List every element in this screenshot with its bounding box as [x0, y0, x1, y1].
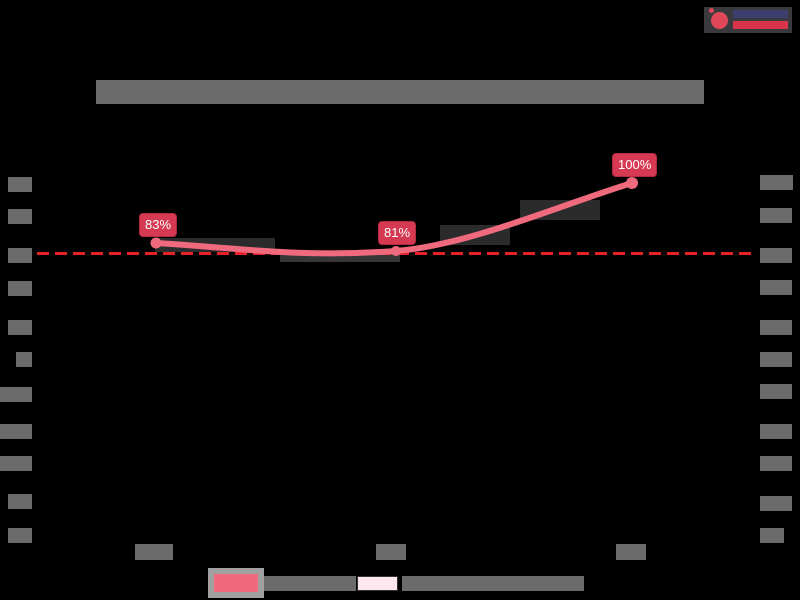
y-tick-right — [760, 208, 792, 223]
chart-title — [96, 80, 704, 104]
logo-wordmark-top — [733, 10, 788, 18]
data-point — [391, 246, 401, 256]
logo-globe-icon — [711, 12, 728, 29]
x-tick — [376, 544, 406, 560]
legend-label-series — [264, 576, 356, 591]
y-tick-right — [760, 528, 784, 543]
y-tick-right — [760, 248, 792, 263]
x-tick — [135, 544, 173, 560]
y-tick-left — [0, 424, 32, 439]
y-tick-left — [0, 456, 32, 471]
y-tick-right — [760, 320, 792, 335]
data-point — [626, 177, 638, 189]
y-tick-left — [8, 494, 32, 509]
y-tick-right — [760, 424, 792, 439]
y-tick-right — [760, 175, 793, 190]
y-tick-right — [760, 352, 792, 367]
y-tick-right — [760, 456, 792, 471]
y-tick-right — [760, 496, 792, 511]
y-tick-left — [8, 320, 32, 335]
y-tick-right — [760, 280, 792, 295]
y-tick-left — [16, 352, 32, 367]
logo-dot-icon — [709, 8, 714, 13]
legend-swatch-reference[interactable] — [357, 576, 398, 591]
y-tick-left — [8, 248, 32, 263]
logo-wordmark-bottom — [733, 21, 788, 29]
y-tick-left — [0, 387, 32, 402]
data-label: 81% — [378, 221, 417, 245]
y-tick-left — [8, 528, 32, 543]
data-point — [150, 237, 162, 249]
y-tick-left — [8, 281, 32, 296]
legend-label-reference — [402, 576, 584, 591]
y-tick-left — [8, 209, 32, 224]
y-tick-left — [8, 177, 32, 192]
y-tick-right — [760, 384, 792, 399]
data-label: 100% — [612, 153, 658, 177]
legend-swatch-series[interactable] — [208, 568, 264, 598]
x-tick — [616, 544, 646, 560]
data-label: 83% — [139, 213, 178, 237]
